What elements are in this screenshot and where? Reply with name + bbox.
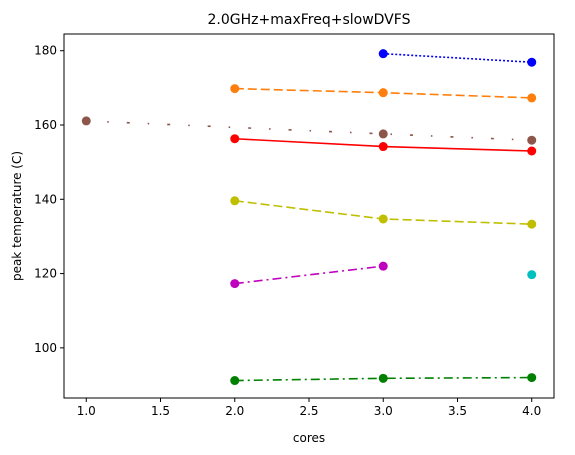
data-point xyxy=(230,134,240,144)
data-point xyxy=(527,146,537,156)
data-point xyxy=(378,129,388,139)
series-line xyxy=(234,265,384,285)
y-axis-ticks: 100 120 140 160 180 xyxy=(34,44,64,355)
x-tick-label: 1.5 xyxy=(151,404,170,418)
series-line xyxy=(234,376,532,382)
data-point xyxy=(527,373,537,383)
data-point xyxy=(230,376,240,386)
data-point xyxy=(527,93,537,103)
data-point xyxy=(378,142,388,152)
y-axis-label: peak temperature (C) xyxy=(10,151,24,281)
data-point xyxy=(230,279,240,289)
x-tick-label: 3.0 xyxy=(374,404,393,418)
data-point xyxy=(230,84,240,94)
chart-title: 2.0GHz+maxFreq+slowDVFS xyxy=(208,12,411,28)
data-point xyxy=(527,57,537,67)
series-5 xyxy=(230,196,537,229)
series-line xyxy=(383,52,532,64)
data-point xyxy=(378,88,388,98)
x-tick-label: 3.5 xyxy=(448,404,467,418)
plot-area xyxy=(81,49,537,386)
y-tick-label: 140 xyxy=(34,192,57,206)
y-tick-label: 100 xyxy=(34,341,57,355)
data-point xyxy=(378,373,388,383)
x-tick-label: 2.0 xyxy=(225,404,244,418)
axes-frame xyxy=(63,33,555,399)
x-axis-label: cores xyxy=(293,431,325,445)
data-point xyxy=(378,49,388,59)
x-tick-label: 2.5 xyxy=(299,404,318,418)
data-point xyxy=(81,116,91,126)
y-tick-label: 180 xyxy=(34,44,57,58)
data-point xyxy=(527,219,537,229)
series-8 xyxy=(230,373,537,386)
x-axis-ticks: 1.0 1.5 2.0 2.5 3.0 3.5 4.0 xyxy=(77,398,541,418)
data-point xyxy=(230,196,240,206)
x-tick-label: 1.0 xyxy=(77,404,96,418)
data-point xyxy=(527,135,537,145)
data-point xyxy=(378,214,388,224)
y-tick-label: 160 xyxy=(34,118,57,132)
series-6 xyxy=(230,261,388,289)
data-point xyxy=(527,270,537,280)
series-1 xyxy=(378,49,537,67)
x-tick-label: 4.0 xyxy=(522,404,541,418)
y-tick-label: 120 xyxy=(34,267,57,281)
series-4 xyxy=(230,134,537,156)
series-3 xyxy=(81,116,537,145)
series-2 xyxy=(230,84,537,103)
data-point xyxy=(378,261,388,271)
series-7 xyxy=(527,270,537,280)
